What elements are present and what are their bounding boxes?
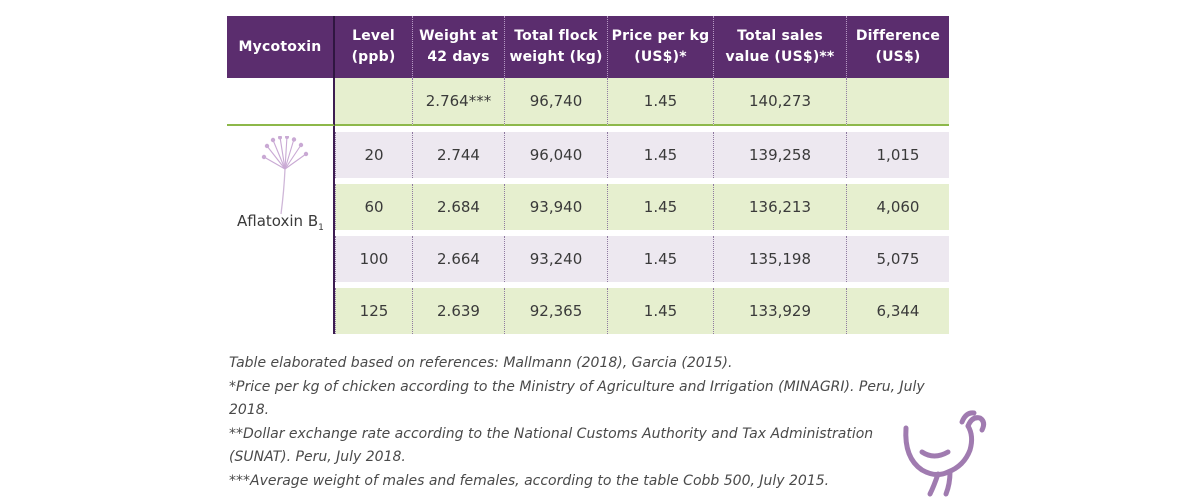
- spacer-row: [227, 230, 949, 236]
- table-row: 60 2.684 93,940 1.45 136,213 4,060: [227, 184, 949, 230]
- header-row: Mycotoxin Level (ppb) Weight at 42 days …: [227, 16, 949, 78]
- table-cell: 96,740: [504, 78, 607, 126]
- table-cell: 20: [335, 132, 412, 178]
- table-cell: 1.45: [607, 132, 713, 178]
- table-cell: 135,198: [713, 236, 846, 282]
- spacer-row: [227, 178, 949, 184]
- footnote: ***Average weight of males and females, …: [229, 472, 830, 489]
- spacer-cell: [335, 126, 949, 132]
- mycotoxin-label: Aflatoxin B1: [237, 212, 324, 233]
- table-cell: 2.664: [412, 236, 504, 282]
- table-cell: 2.764***: [412, 78, 504, 126]
- chicken-icon: [903, 410, 987, 497]
- header-weight: Weight at 42 days: [412, 16, 504, 78]
- table-cell: 2.639: [412, 288, 504, 334]
- table-cell: 2.744: [412, 132, 504, 178]
- header-level: Level (ppb): [335, 16, 412, 78]
- footnote: *Price per kg of chicken according to th…: [229, 378, 925, 419]
- table-cell: [846, 78, 949, 126]
- mycotoxin-table: Mycotoxin Level (ppb) Weight at 42 days …: [227, 16, 949, 334]
- table-cell: 133,929: [713, 288, 846, 334]
- table-cell: 6,344: [846, 288, 949, 334]
- table-cell: 4,060: [846, 184, 949, 230]
- table-cell: 136,213: [713, 184, 846, 230]
- table-cell: 60: [335, 184, 412, 230]
- mycotoxin-table-container: Mycotoxin Level (ppb) Weight at 42 days …: [227, 16, 949, 334]
- table-cell: 1.45: [607, 236, 713, 282]
- table-cell: 139,258: [713, 132, 846, 178]
- mycotoxin-name: Aflatoxin B: [237, 212, 319, 230]
- header-mycotoxin: Mycotoxin: [227, 16, 335, 78]
- table-cell: 96,040: [504, 132, 607, 178]
- footnote: Table elaborated based on references: Ma…: [229, 355, 733, 371]
- mycotoxin-subscript: 1: [318, 223, 324, 233]
- reference-row: 2.764*** 96,740 1.45 140,273: [227, 78, 949, 126]
- table-cell: 1.45: [607, 78, 713, 126]
- header-price: Price per kg (US$)*: [607, 16, 713, 78]
- footnote: (SUNAT). Peru, July 2018.: [229, 449, 406, 466]
- table-cell: [335, 78, 412, 126]
- table-cell: 1.45: [607, 184, 713, 230]
- spacer-cell: [335, 282, 949, 288]
- spacer-row: Aflatoxin B1: [227, 126, 949, 334]
- table-cell: 125: [335, 288, 412, 334]
- table-cell: 92,365: [504, 288, 607, 334]
- table-cell: 2.684: [412, 184, 504, 230]
- header-sales: Total sales value (US$)**: [713, 16, 846, 78]
- footnote: **Dollar exchange rate according to the …: [229, 425, 874, 442]
- table-cell: 140,273: [713, 78, 846, 126]
- table-row: 125 2.639 92,365 1.45 133,929 6,344: [227, 288, 949, 334]
- mycotoxin-cell: Aflatoxin B1: [227, 126, 335, 334]
- spacer-row: [227, 282, 949, 288]
- spacer-cell: [335, 178, 949, 184]
- table-cell: 100: [335, 236, 412, 282]
- table-cell: 1.45: [607, 288, 713, 334]
- table-row: 20 2.744 96,040 1.45 139,258 1,015: [227, 132, 949, 178]
- table-cell: 93,940: [504, 184, 607, 230]
- table-footnotes: Table elaborated based on references: Ma…: [229, 352, 929, 494]
- table-cell: 1,015: [846, 132, 949, 178]
- table-cell: 93,240: [504, 236, 607, 282]
- table-row: 100 2.664 93,240 1.45 135,198 5,075: [227, 236, 949, 282]
- header-flock-weight: Total flock weight (kg): [504, 16, 607, 78]
- dandelion-icon: [261, 136, 309, 215]
- reference-mycotoxin-cell: [227, 78, 335, 126]
- table-cell: 5,075: [846, 236, 949, 282]
- spacer-cell: [335, 230, 949, 236]
- header-difference: Difference (US$): [846, 16, 949, 78]
